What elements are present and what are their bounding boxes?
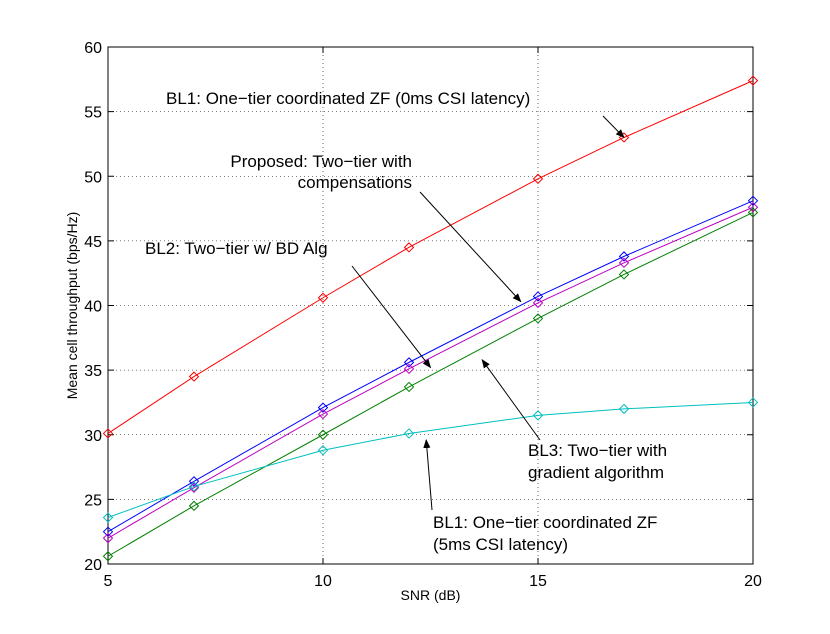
data-point xyxy=(317,292,329,303)
data-point xyxy=(188,482,200,493)
data-point xyxy=(102,526,114,537)
data-point xyxy=(532,173,544,185)
annotation-arrow xyxy=(351,265,432,369)
data-point xyxy=(403,381,415,393)
data-point xyxy=(532,297,544,309)
annotation-arrow xyxy=(419,191,522,303)
data-point xyxy=(747,207,759,218)
data-point xyxy=(102,532,114,544)
data-point xyxy=(317,402,329,413)
annotation-text: BL1: One−tier coordinated ZF (0ms CSI la… xyxy=(166,89,530,108)
data-point xyxy=(532,410,544,421)
x-tick-label: 5 xyxy=(104,573,113,590)
annotation-bl1-5ms: BL1: One−tier coordinated ZF (5ms CSI lat… xyxy=(423,439,657,554)
annotation-text: (5ms CSI latency) xyxy=(433,535,568,554)
data-point xyxy=(403,363,415,375)
y-tick-label: 45 xyxy=(84,234,102,251)
annotation-bl2: BL2: Two−tier w/ BD Alg xyxy=(145,239,432,369)
annotation-arrow xyxy=(602,115,625,139)
annotation-arrow xyxy=(423,439,433,511)
data-point xyxy=(618,251,630,262)
y-tick-label: 40 xyxy=(84,299,102,316)
series-line xyxy=(107,401,754,518)
data-point xyxy=(532,291,544,302)
series-3 xyxy=(102,207,759,562)
axis-ticks: 5 10 15 20 20 25 30 35 40 45 50 55 60 xyxy=(84,40,762,590)
data-point xyxy=(747,195,759,207)
data-point xyxy=(317,408,329,420)
data-point xyxy=(532,313,544,324)
series-line xyxy=(107,206,754,539)
annotation-text: compensations xyxy=(298,173,412,192)
annotation-text: gradient algorithm xyxy=(528,463,664,482)
y-tick-label: 35 xyxy=(84,363,102,380)
annotation-text: Proposed: Two−tier with xyxy=(230,152,412,171)
data-point xyxy=(403,242,415,253)
data-point xyxy=(403,428,415,439)
annotation-bl3: BL3: Two−tier with gradient algorithm xyxy=(481,359,667,482)
annotation-bl1-0ms: BL1: One−tier coordinated ZF (0ms CSI la… xyxy=(166,89,625,139)
data-point xyxy=(188,476,200,487)
data-point xyxy=(102,512,114,523)
y-tick-label: 60 xyxy=(84,40,102,57)
annotation-proposed: Proposed: Two−tier with compensations xyxy=(230,152,522,303)
data-point xyxy=(102,428,114,439)
data-point xyxy=(618,403,630,415)
data-point xyxy=(747,397,759,408)
annotation-text: BL1: One−tier coordinated ZF xyxy=(433,513,657,532)
series xyxy=(102,75,759,562)
y-tick-label: 30 xyxy=(84,428,102,445)
data-point xyxy=(403,357,415,368)
y-axis-title: Mean cell throughput (bps/Hz) xyxy=(64,212,80,400)
data-point xyxy=(618,257,630,269)
data-point xyxy=(317,445,329,456)
data-point xyxy=(188,371,200,382)
annotation-text: BL2: Two−tier w/ BD Alg xyxy=(145,239,328,258)
series-line xyxy=(107,211,754,557)
y-tick-label: 25 xyxy=(84,492,102,509)
data-point xyxy=(747,202,759,213)
y-tick-label: 55 xyxy=(84,105,102,122)
data-point xyxy=(188,481,200,492)
y-tick-label: 20 xyxy=(84,557,102,574)
data-point xyxy=(188,500,200,512)
data-point xyxy=(618,269,630,280)
x-tick-label: 20 xyxy=(744,573,762,590)
annotations: BL1: One−tier coordinated ZF (0ms CSI la… xyxy=(145,89,667,554)
data-point xyxy=(747,75,759,86)
annotation-text: BL3: Two−tier with xyxy=(528,441,667,460)
annotation-arrow xyxy=(481,359,541,441)
series-4 xyxy=(102,397,759,523)
x-axis-title: SNR (dB) xyxy=(401,587,461,603)
x-tick-label: 10 xyxy=(314,573,332,590)
data-point xyxy=(317,429,329,440)
x-tick-label: 15 xyxy=(529,573,547,590)
data-point xyxy=(102,551,114,562)
series-2 xyxy=(102,202,759,544)
y-tick-label: 50 xyxy=(84,169,102,186)
